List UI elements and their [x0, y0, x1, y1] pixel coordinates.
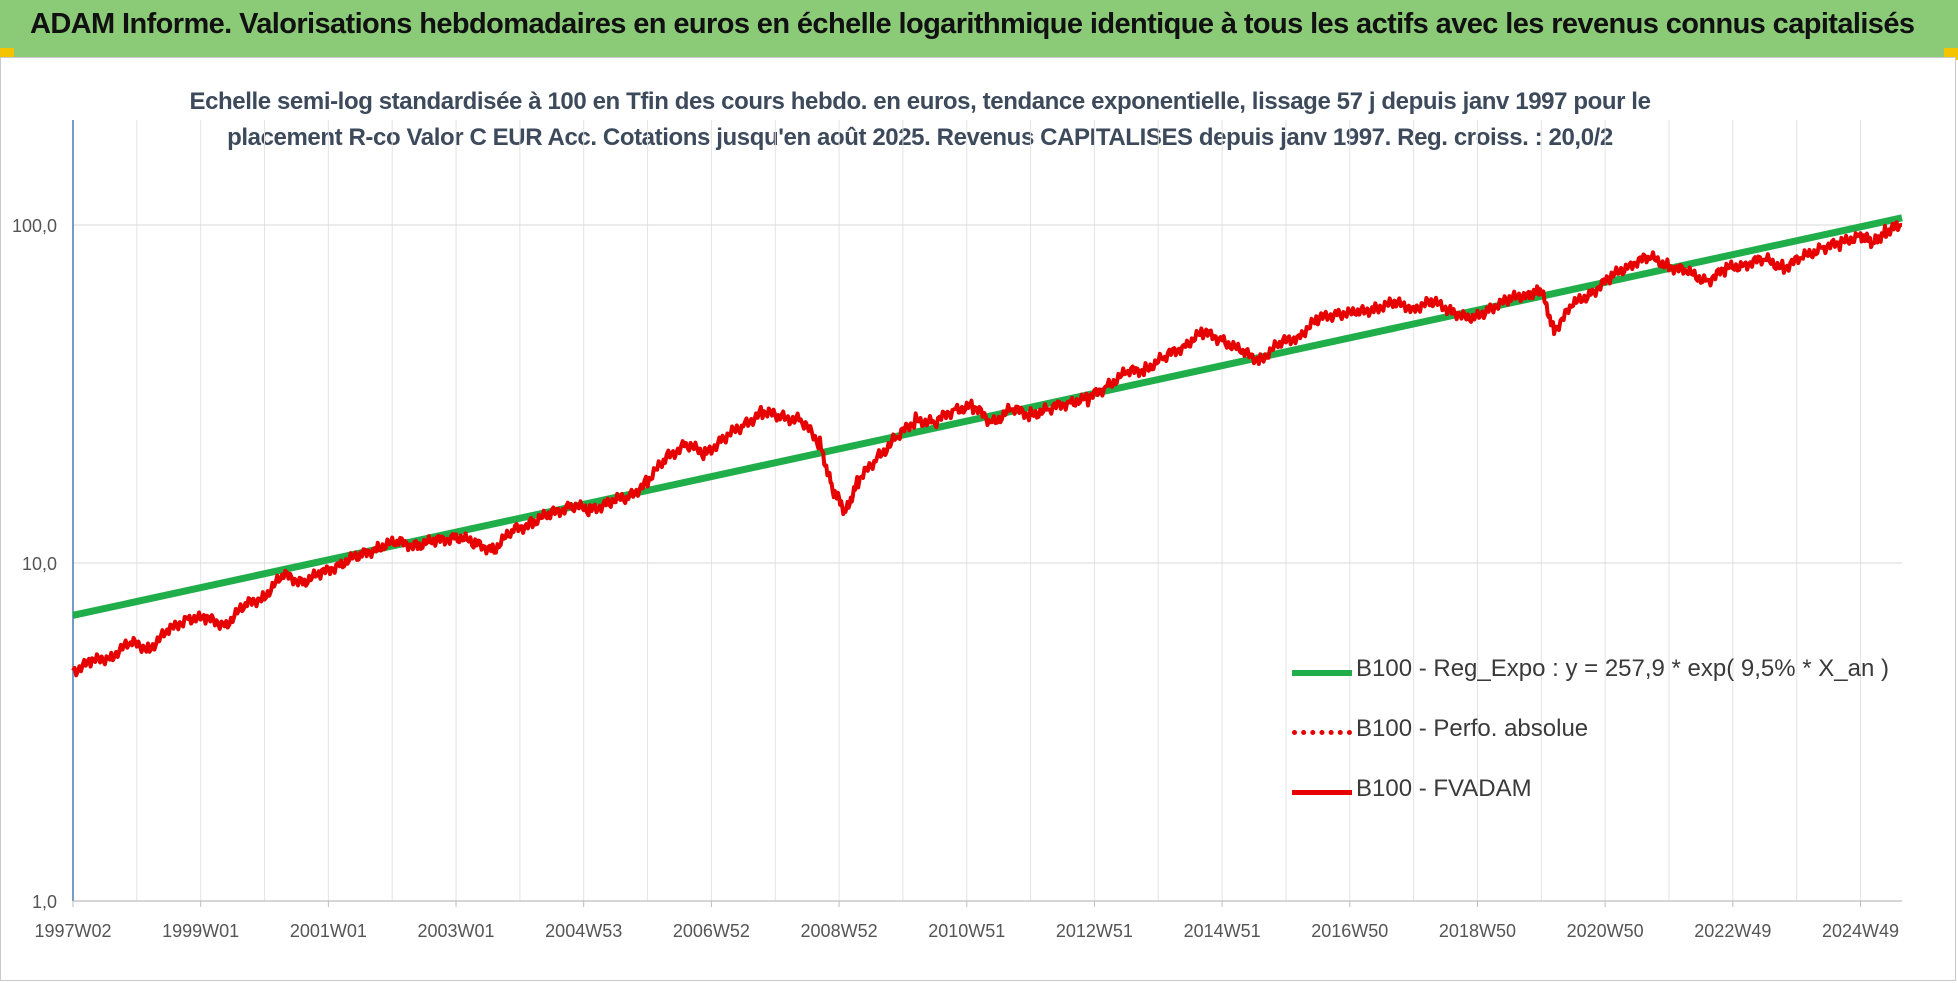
series-layer — [71, 214, 1903, 678]
legend-swatch-fvadam — [1292, 790, 1352, 795]
legend-swatch-trend — [1292, 670, 1352, 676]
x-tick-label: 2024W49 — [1822, 921, 1899, 941]
x-tick-label: 1999W01 — [162, 921, 239, 941]
chart-title-line2: placement R-co Valor C EUR Acc. Cotation… — [227, 124, 1613, 151]
y-tick-label: 100,0 — [12, 216, 57, 236]
grid-layer — [72, 120, 1902, 901]
x-tick-label: 2018W50 — [1439, 921, 1516, 941]
x-tick-label: 2010W51 — [928, 921, 1005, 941]
x-tick-label: 2012W51 — [1056, 921, 1133, 941]
report-title: ADAM Informe. Valorisations hebdomadaire… — [30, 8, 1915, 40]
x-tick-label: 2016W50 — [1311, 921, 1388, 941]
series-fvadam-line — [71, 220, 1903, 678]
x-tick-label: 2008W52 — [801, 921, 878, 941]
x-tick-label: 2004W53 — [545, 921, 622, 941]
legend-label-trend: B100 - Reg_Expo : y = 257,9 * exp( 9,5% … — [1356, 655, 1889, 682]
chart-frame — [0, 57, 1956, 981]
y-tick-label: 1,0 — [32, 892, 57, 912]
x-tick-label: 2022W49 — [1694, 921, 1771, 941]
header-band: ADAM Informe. Valorisations hebdomadaire… — [0, 0, 1958, 57]
legend-swatch-perf — [1292, 730, 1352, 735]
axis-layer: 1,0 10,0 100,0 1997W02 1999W01 2001W01 2003W01… — [12, 120, 1902, 941]
x-tick-label: 2003W01 — [418, 921, 495, 941]
x-tick-label: 2001W01 — [290, 921, 367, 941]
legend-label-perf: B100 - Perfo. absolue — [1356, 715, 1589, 742]
chart-title-line1: Echelle semi-log standardisée à 100 en T… — [189, 88, 1651, 115]
x-tick-label: 1997W02 — [34, 921, 111, 941]
x-tick-label: 2020W50 — [1567, 921, 1644, 941]
x-tick-label: 2006W52 — [673, 921, 750, 941]
legend-label-fvadam: B100 - FVADAM — [1356, 775, 1532, 802]
y-tick-label: 10,0 — [22, 554, 57, 574]
x-tick-label: 2014W51 — [1184, 921, 1261, 941]
